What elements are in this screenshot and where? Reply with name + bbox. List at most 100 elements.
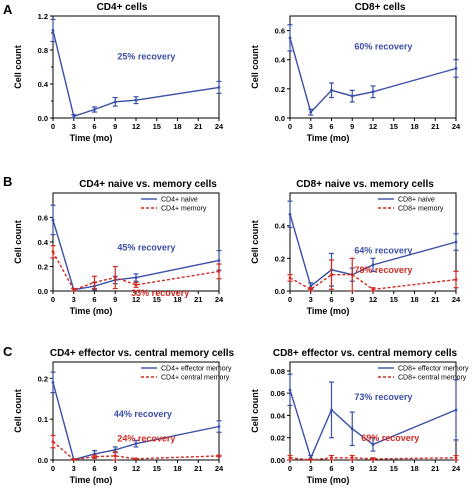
- x-tick-label: 6: [329, 122, 333, 131]
- y-tick-label: 0.0: [38, 287, 48, 296]
- y-tick-label: 0.2: [275, 254, 285, 263]
- y-tick-label: 0.04: [270, 411, 285, 420]
- x-axis-label: Time (mo): [307, 475, 350, 485]
- chart-title: CD4+ naive vs. memory cells: [79, 179, 217, 190]
- x-tick-label: 21: [431, 464, 439, 473]
- x-tick-label: 0: [288, 464, 292, 473]
- y-tick-label: 0.06: [270, 389, 285, 398]
- x-tick-label: 24: [215, 122, 224, 131]
- data-point: [454, 67, 458, 70]
- x-tick-label: 6: [92, 464, 96, 473]
- x-tick-label: 0: [288, 295, 292, 304]
- y-tick-label: 0.1: [38, 415, 48, 424]
- data-point: [134, 98, 138, 102]
- legend-label: CD4+ effector memory: [161, 366, 232, 373]
- x-tick-label: 15: [153, 122, 161, 131]
- chart-1: CD4+ cells 0 3 6 9 12 15 18 21 24 Time (mo) 0.0 0.4 0…: [13, 2, 224, 143]
- data-point: [350, 427, 354, 431]
- x-tick-label: 24: [215, 464, 224, 473]
- data-point: [134, 442, 138, 446]
- chart-title: CD4+ cells: [97, 2, 148, 13]
- data-point: [309, 287, 313, 291]
- data-point: [113, 276, 117, 279]
- x-tick-label: 3: [72, 122, 76, 131]
- y-tick-label: 0.6: [275, 27, 285, 36]
- x-tick-label: 6: [329, 295, 333, 304]
- recovery-annotation: 73% recovery: [354, 392, 412, 402]
- y-tick-label: 0.4: [38, 238, 49, 247]
- x-tick-label: 0: [51, 295, 55, 304]
- data-point: [288, 212, 292, 216]
- y-tick-label: 0.0: [38, 456, 48, 465]
- legend-label: CD8+ effector memory: [398, 366, 469, 373]
- x-axis-label: Time (mo): [70, 475, 113, 485]
- data-point: [113, 100, 117, 104]
- y-axis-label: Cell count: [13, 389, 23, 433]
- data-point: [51, 218, 55, 222]
- x-tick-label: 12: [369, 295, 377, 304]
- y-axis-label: Cell count: [250, 45, 260, 89]
- x-tick-label: 15: [153, 464, 161, 473]
- data-point: [454, 408, 458, 412]
- data-point: [288, 276, 292, 280]
- series-line-1: [289, 37, 457, 114]
- y-tick-label: 0.8: [38, 46, 48, 55]
- y-tick-label: 0.0: [38, 114, 48, 123]
- y-tick-label: 0.4: [275, 222, 286, 231]
- x-tick-label: 12: [369, 464, 377, 473]
- y-tick-label: 0.0: [275, 287, 285, 296]
- x-tick-label: 21: [431, 295, 439, 304]
- data-point: [72, 458, 76, 461]
- recovery-annotation: 64% recovery: [354, 245, 412, 255]
- x-tick-label: 15: [390, 464, 398, 473]
- data-point: [371, 263, 375, 267]
- y-axis-label: Cell count: [13, 45, 23, 89]
- data-point: [371, 90, 375, 94]
- x-tick-label: 9: [350, 464, 354, 473]
- recovery-annotation: 60% recovery: [354, 42, 412, 52]
- recovery-annotation: 44% recovery: [114, 409, 172, 419]
- x-tick-label: 24: [452, 295, 461, 304]
- recovery-annotation: 45% recovery: [117, 243, 175, 253]
- panel-label-b: B: [3, 174, 12, 189]
- data-point: [330, 456, 333, 460]
- legend-label: CD4+ central memory: [161, 375, 230, 382]
- x-tick-label: 12: [132, 295, 140, 304]
- x-tick-label: 9: [113, 295, 117, 304]
- legend-label: CD8+ naive: [398, 197, 435, 204]
- y-axis-label: Cell count: [13, 220, 23, 264]
- data-point: [454, 240, 458, 244]
- panel-label-c: C: [3, 344, 13, 359]
- x-tick-label: 3: [309, 295, 313, 304]
- data-point: [350, 94, 354, 98]
- data-point: [309, 110, 313, 114]
- panel-label-a: A: [3, 2, 13, 17]
- x-tick-label: 12: [132, 464, 140, 473]
- series-line-2: [52, 251, 220, 291]
- y-tick-label: 1.2: [38, 12, 48, 21]
- x-tick-label: 6: [92, 295, 96, 304]
- x-tick-label: 3: [72, 464, 76, 473]
- x-tick-label: 21: [194, 464, 202, 473]
- data-point: [288, 388, 292, 392]
- recovery-annotation: 78% recovery: [354, 265, 412, 275]
- data-point: [217, 258, 221, 262]
- x-tick-label: 15: [390, 122, 398, 131]
- data-point: [371, 443, 375, 446]
- x-tick-label: 6: [92, 122, 96, 131]
- series-line-1: [52, 30, 220, 118]
- data-point: [288, 456, 292, 460]
- x-tick-label: 0: [51, 464, 55, 473]
- x-tick-label: 18: [410, 295, 418, 304]
- chart-4: CD8+ naive vs. memory cells 0 3 6 9 12 15 18 21 2…: [250, 179, 461, 316]
- y-tick-label: 0.2: [275, 85, 285, 94]
- x-tick-label: 12: [369, 122, 377, 131]
- x-axis-label: Time (mo): [70, 133, 113, 143]
- x-tick-label: 9: [113, 464, 117, 473]
- chart-title: CD8+ naive vs. memory cells: [296, 179, 434, 190]
- data-point: [371, 457, 375, 461]
- chart-title: CD4+ effector vs. central memory cells: [50, 348, 235, 359]
- data-point: [113, 448, 117, 452]
- x-tick-label: 18: [410, 464, 418, 473]
